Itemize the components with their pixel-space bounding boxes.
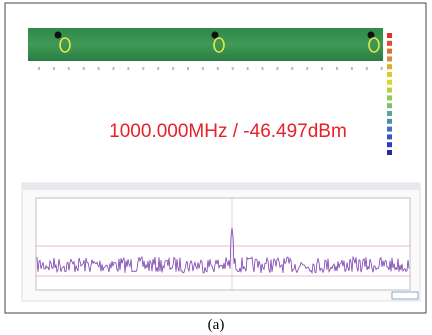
legend-swatch <box>387 64 392 70</box>
figure-caption: (a) <box>208 317 225 333</box>
tick-dot <box>142 67 145 70</box>
tick-dot <box>67 67 70 70</box>
hotspot-ring <box>213 37 225 53</box>
legend-swatch <box>387 40 392 46</box>
legend-swatch <box>387 95 392 101</box>
tick-dot <box>336 67 338 70</box>
legend-swatch <box>387 33 392 38</box>
tick-dot <box>201 67 204 70</box>
tick-dot <box>187 67 189 70</box>
probe-dot <box>54 31 62 39</box>
color-legend <box>387 33 392 155</box>
legend-swatch <box>387 56 392 62</box>
hotspot-ring <box>368 37 380 53</box>
tick-dot <box>112 67 115 70</box>
tick-dot <box>261 67 264 70</box>
tick-dot <box>231 67 234 70</box>
tick-dot <box>246 67 249 70</box>
tick-dot <box>216 67 219 70</box>
tick-dot <box>97 67 100 70</box>
tick-dot <box>365 67 368 70</box>
legend-swatch <box>387 150 392 155</box>
tick-dot <box>127 67 130 70</box>
spectrum-plot <box>35 197 411 291</box>
panel-button <box>391 291 419 300</box>
legend-swatch <box>387 79 392 85</box>
tick-dot <box>321 67 324 70</box>
legend-swatch <box>387 103 392 109</box>
legend-swatch <box>387 111 392 116</box>
tick-dot <box>306 67 309 70</box>
legend-swatch <box>387 118 392 124</box>
tick-dot <box>82 67 85 70</box>
legend-swatch <box>387 48 392 54</box>
frequency-readout: 1000.000MHz / -46.497dBm <box>109 121 347 142</box>
tick-dot <box>157 67 160 70</box>
probe-dot <box>211 31 219 39</box>
tick-dot <box>380 67 383 70</box>
legend-swatch <box>387 142 392 148</box>
hotspot-ring <box>59 37 71 53</box>
panel-header <box>22 183 420 190</box>
tick-dot <box>276 67 279 70</box>
tick-dot <box>38 67 40 70</box>
legend-swatch <box>387 72 392 77</box>
spectrum-trace <box>36 227 410 275</box>
tick-dot <box>350 67 353 70</box>
tick-dot <box>291 67 294 70</box>
legend-swatch <box>387 126 392 132</box>
legend-swatch <box>387 134 392 140</box>
heatmap-strip <box>28 28 383 61</box>
legend-swatch <box>387 87 392 93</box>
tick-dot <box>52 67 55 70</box>
tick-row <box>38 67 383 70</box>
tick-dot <box>172 67 175 70</box>
probe-dot <box>367 31 375 39</box>
